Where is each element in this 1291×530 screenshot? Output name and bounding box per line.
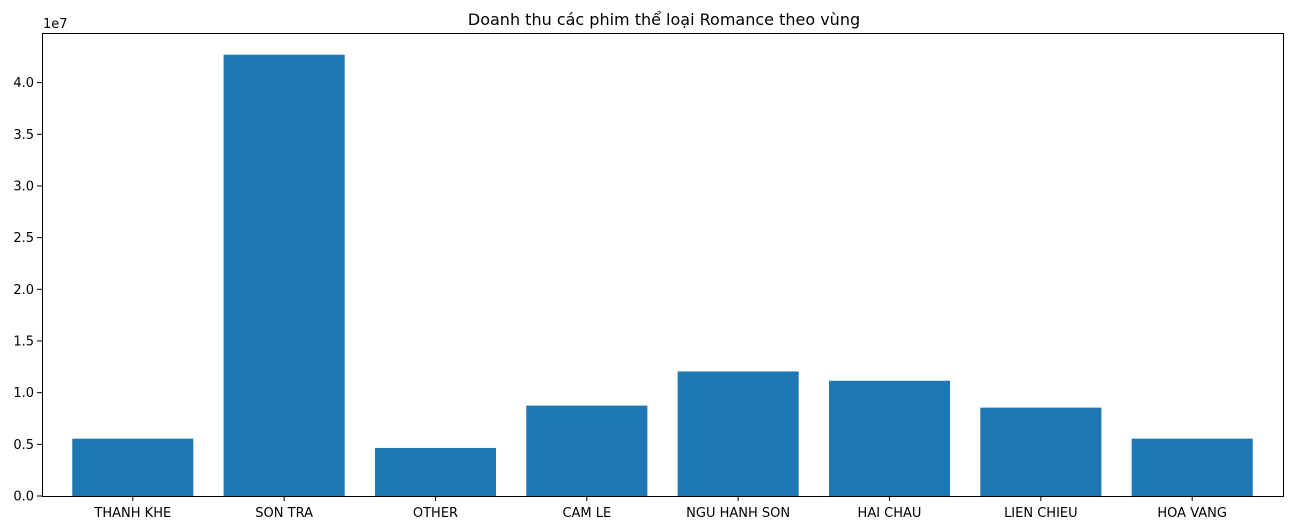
x-tick-label: HOA VANG (1157, 506, 1227, 521)
y-axis-offset-label: 1e7 (43, 17, 68, 32)
x-tick-label: SON TRA (255, 506, 313, 521)
x-tick-label: THANH KHE (93, 506, 171, 521)
y-tick-label: 0.5 (13, 438, 34, 453)
y-tick-label: 3.5 (13, 128, 34, 143)
plot-frame (42, 33, 1284, 497)
bar-hoa-vang (1131, 438, 1253, 496)
y-axis: 0.0 0.5 1.0 1.5 2.0 2.5 3.0 3.5 4.0 (13, 76, 42, 505)
y-tick-label: 2.5 (13, 231, 34, 246)
x-tick-label: NGU HANH SON (686, 506, 790, 521)
bar-ngu-hanh-son (677, 371, 799, 496)
y-tick-label: 1.0 (13, 386, 34, 401)
y-tick-label: 3.0 (13, 179, 34, 194)
bar-other (374, 447, 497, 496)
x-tick-label: LIEN CHIEU (1004, 506, 1078, 521)
bar-lien-chieu (980, 407, 1102, 496)
bar-hai-chau (828, 380, 951, 496)
y-tick-label: 0.0 (13, 490, 34, 505)
x-tick-label: HAI CHAU (858, 506, 922, 521)
bar-thanh-khe (72, 438, 194, 496)
bars-group (72, 54, 1253, 496)
y-tick-label: 4.0 (13, 76, 34, 91)
chart-title: Doanh thu các phim thể loại Romance theo… (468, 10, 860, 29)
x-axis: THANH KHE SON TRA OTHER CAM LE NGU HANH SON H… (93, 496, 1227, 521)
bar-son-tra (223, 54, 345, 496)
y-tick-label: 1.5 (13, 334, 34, 349)
x-tick-label: CAM LE (562, 506, 611, 521)
y-tick-label: 2.0 (13, 283, 34, 298)
x-tick-label: OTHER (413, 506, 458, 521)
bar-cam-le (526, 405, 648, 496)
